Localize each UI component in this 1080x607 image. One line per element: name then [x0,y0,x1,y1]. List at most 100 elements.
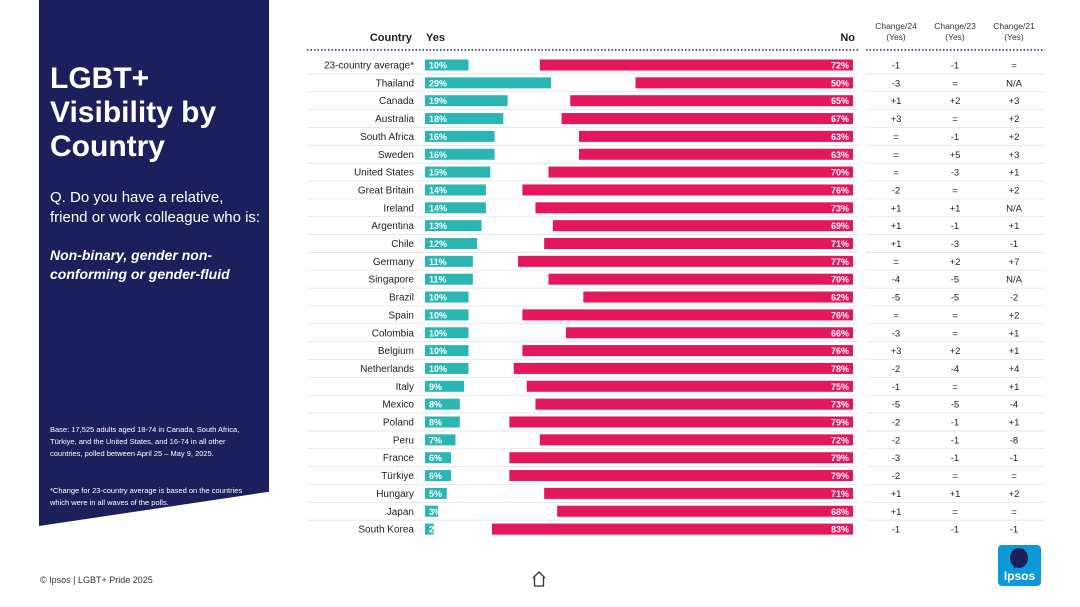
change21-value: -2 [1010,293,1018,304]
header-change24-line1: Change/24 [875,21,917,31]
bar-yes [425,398,460,410]
bar-no [548,166,853,178]
header-change23-line1: Change/23 [934,21,976,31]
header-country: Country [370,32,413,44]
header-no: No [840,32,855,44]
bar-no [535,202,853,214]
header-change24-line2: (Yes) [886,32,906,42]
change24-value: -3 [892,328,900,339]
country-label: Netherlands [360,364,414,375]
bar-no-label: 71% [831,489,849,499]
bar-yes [425,452,452,464]
table-row: Hungary 5% 71% +1 +1 +2 [307,487,1045,503]
bar-no-label: 70% [831,168,849,178]
change23-value: -5 [951,400,959,411]
change21-value: = [1011,471,1017,482]
bar-yes [425,59,469,71]
change24-value: +1 [891,203,902,214]
change21-value: -1 [1010,525,1018,536]
change24-value: +3 [891,346,902,357]
bar-no [583,291,853,303]
table-row: Colombia 10% 66% -3 = +1 [307,327,1045,343]
page-title: LGBT+ Visibility by Country [50,62,217,163]
change21-value: -1 [1010,453,1018,464]
change21-value: +4 [1009,364,1020,375]
country-label: United States [354,168,414,179]
bar-yes [425,130,495,142]
table-row: Chile 12% 71% +1 -3 -1 [307,238,1045,253]
bar-yes-label: 10% [429,328,447,338]
bar-no [522,184,853,196]
change24-value: -2 [892,364,900,375]
bar-yes-label: 10% [429,364,447,374]
bar-yes-label: 3% [429,507,442,517]
table-row: Ireland 14% 73% +1 +1 N/A [307,202,1045,218]
change21-value: +1 [1009,418,1020,429]
table-row: Brazil 10% 62% -5 -5 -2 [307,291,1045,307]
bar-yes [425,380,465,392]
ipsos-logo: Ipsos [998,545,1041,586]
bar-yes [425,202,486,214]
bar-yes-label: 16% [429,150,447,160]
bar-yes [425,345,469,357]
bar-no [544,238,853,249]
change24-value: -1 [892,525,900,536]
change24-value: = [893,150,899,161]
change-note: *Change for 23-country average is based … [50,486,243,507]
bar-no-label: 68% [831,507,849,517]
bar-yes [425,416,460,428]
bar-no-label: 66% [831,328,849,338]
bar-yes-label: 16% [429,132,447,142]
bar-no-label: 79% [831,453,849,463]
table-row: Belgium 10% 76% +3 +2 +1 [307,345,1045,360]
bar-yes-label: 11% [429,257,447,267]
change23-value: +2 [950,257,961,268]
bar-yes-label: 29% [429,78,447,88]
bar-no [570,95,853,107]
bar-no-label: 63% [831,132,849,142]
country-label: South Korea [358,525,414,536]
change23-value: +1 [950,203,961,214]
bar-yes [425,470,452,482]
change21-value: -1 [1010,239,1018,250]
home-icon[interactable] [531,570,547,588]
change24-value: -3 [892,453,900,464]
country-label: Poland [383,418,414,429]
change23-value: -1 [951,132,959,143]
change23-value: = [952,185,958,196]
table-row: Canada 19% 65% +1 +2 +3 [307,95,1045,111]
side-panel: LGBT+ Visibility by Country Q. Do you ha… [39,0,269,526]
table-row: Peru 7% 72% -2 -1 -8 [307,434,1045,450]
bar-no-label: 77% [831,257,849,267]
bar-yes-label: 8% [429,400,442,410]
change23-value: -3 [951,239,959,250]
bar-no [552,220,853,232]
table-row: United States 15% 70% = -3 +1 [307,166,1045,182]
bar-yes-label: 13% [429,221,447,231]
bar-yes-label: 9% [429,382,442,392]
bar-no [526,380,853,392]
change21-value: +7 [1009,257,1020,268]
change24-value: -2 [892,418,900,429]
bar-yes-label: 18% [429,114,447,124]
bar-no-label: 78% [831,364,849,374]
bar-yes [425,505,439,517]
change21-value: +2 [1009,489,1020,500]
table-row: Argentina 13% 69% +1 -1 +1 [307,220,1045,235]
header-yes: Yes [426,32,445,44]
bar-no-label: 72% [831,61,849,71]
change24-value: = [893,168,899,179]
bar-no [509,452,853,464]
change24-value: +1 [891,507,902,518]
change24-value: -2 [892,185,900,196]
change23-value: -1 [951,418,959,429]
country-label: Singapore [368,275,414,286]
bar-yes [425,77,552,89]
country-label: Ireland [383,203,414,214]
change23-value: -5 [951,293,959,304]
change24-value: +1 [891,96,902,107]
change24-value: +1 [891,239,902,250]
change23-value: = [952,382,958,393]
change24-value: -1 [892,382,900,393]
country-label: Italy [396,382,414,393]
